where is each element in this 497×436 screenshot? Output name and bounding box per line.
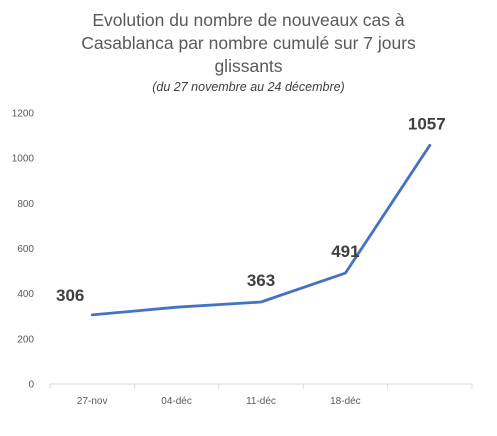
- y-tick-label: 800: [17, 199, 34, 210]
- y-tick-label: 0: [28, 380, 34, 391]
- data-label: 1057: [408, 114, 446, 133]
- data-label: 363: [247, 271, 275, 290]
- y-tick-label: 400: [17, 289, 34, 300]
- data-point: [91, 313, 94, 317]
- x-tick-label: 11-déc: [246, 396, 276, 407]
- data-point: [344, 271, 347, 275]
- data-point: [175, 306, 178, 309]
- chart-title-line-3: glissants: [214, 56, 283, 76]
- data-point: [259, 300, 263, 304]
- y-tick-label: 200: [17, 334, 34, 345]
- y-tick-label: 1200: [12, 109, 35, 120]
- y-tick-label: 600: [17, 244, 34, 255]
- y-tick-label: 1000: [12, 154, 35, 165]
- data-point: [428, 144, 431, 147]
- x-tick-label: 18-déc: [330, 396, 361, 407]
- chart-title-line-2: Casablanca par nombre cumulé sur 7 jours: [81, 33, 416, 53]
- data-label: 306: [56, 286, 84, 305]
- data-label: 491: [331, 242, 359, 261]
- x-tick-label: 27-nov: [77, 396, 108, 407]
- chart-title-line-1: Evolution du nombre de nouveaux cas à: [92, 10, 405, 30]
- chart-subtitle: (du 27 novembre au 24 décembre): [152, 80, 345, 94]
- x-tick-label: 04-déc: [161, 396, 192, 407]
